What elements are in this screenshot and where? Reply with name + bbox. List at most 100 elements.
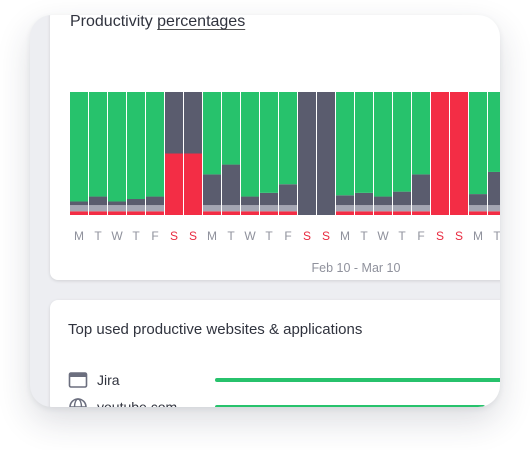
bar-segment-neutral-light[interactable] [355, 205, 373, 212]
app-row-jira[interactable]: Jira [68, 370, 120, 390]
bar-segment-neutral[interactable] [241, 196, 259, 206]
bar-segment-neutral-light[interactable] [279, 205, 297, 212]
bar-segment-neutral-light[interactable] [108, 205, 126, 212]
x-tick-label: T [360, 229, 368, 243]
bar-segment-neutral[interactable] [336, 195, 354, 206]
bar-segment-unproductive[interactable] [222, 211, 240, 215]
bar-segment-unproductive[interactable] [336, 211, 354, 215]
bar-segment-unproductive[interactable] [469, 211, 487, 215]
bar-segment-neutral[interactable] [355, 192, 373, 206]
bar-segment-unproductive[interactable] [127, 211, 145, 215]
x-tick-label: S [170, 229, 178, 243]
bar-segment-neutral[interactable] [279, 184, 297, 206]
bar-segment-unproductive[interactable] [146, 211, 164, 215]
bar-segment-productive[interactable] [488, 92, 500, 172]
browser-window-icon [68, 370, 88, 390]
bar-segment-neutral-light[interactable] [393, 205, 411, 212]
bar-segment-neutral[interactable] [146, 196, 164, 206]
bar-segment-neutral[interactable] [222, 164, 240, 206]
bar-segment-unproductive[interactable] [412, 211, 430, 215]
bar-segment-neutral[interactable] [203, 174, 221, 206]
bar-segment-productive[interactable] [146, 92, 164, 197]
app-usage-bar [215, 378, 500, 382]
bar-segment-productive[interactable] [355, 92, 373, 193]
bar-segment-unproductive[interactable] [488, 211, 500, 215]
bar-segment-unproductive[interactable] [279, 211, 297, 215]
x-tick-label: W [377, 229, 389, 243]
bar-segment-neutral-light[interactable] [469, 205, 487, 212]
bar-segment-neutral[interactable] [165, 92, 183, 154]
app-name: Jira [97, 372, 120, 388]
bar-segment-neutral-light[interactable] [488, 205, 500, 212]
bar-segment-productive[interactable] [374, 92, 392, 197]
globe-icon [68, 397, 88, 407]
bar-segment-productive[interactable] [203, 92, 221, 175]
bar-segment-neutral[interactable] [108, 201, 126, 206]
bar-segment-neutral[interactable] [412, 174, 430, 206]
bar-segment-productive[interactable] [336, 92, 354, 196]
bar-segment-unproductive[interactable] [203, 211, 221, 215]
bar-segment-productive[interactable] [412, 92, 430, 175]
bar-segment-unproductive[interactable] [165, 153, 183, 216]
bar-segment-neutral[interactable] [127, 199, 145, 206]
bar-segment-productive[interactable] [260, 92, 278, 193]
percentages-link[interactable]: percentages [157, 15, 246, 30]
bar-segment-unproductive[interactable] [184, 153, 202, 216]
bar-segment-unproductive[interactable] [260, 211, 278, 215]
bar-segment-neutral[interactable] [298, 92, 316, 215]
bar-segment-neutral-light[interactable] [127, 205, 145, 212]
bar-segment-neutral-light[interactable] [222, 205, 240, 212]
bar-segment-neutral[interactable] [184, 92, 202, 154]
x-tick-label: S [322, 229, 330, 243]
x-tick-label: M [207, 229, 217, 243]
bar-segment-neutral-light[interactable] [336, 205, 354, 212]
bar-segment-neutral[interactable] [89, 196, 107, 206]
bar-segment-neutral-light[interactable] [374, 205, 392, 212]
x-tick-label: M [340, 229, 350, 243]
bar-segment-unproductive[interactable] [108, 211, 126, 215]
bar-segment-neutral-light[interactable] [70, 205, 88, 212]
bar-segment-productive[interactable] [70, 92, 88, 202]
x-tick-label: S [436, 229, 444, 243]
x-tick-label: W [111, 229, 123, 243]
bar-segment-neutral[interactable] [469, 194, 487, 206]
bar-segment-productive[interactable] [127, 92, 145, 200]
x-tick-label: T [94, 229, 102, 243]
bar-segment-unproductive[interactable] [70, 211, 88, 215]
bar-segment-neutral[interactable] [488, 171, 500, 206]
top-apps-title: Top used productive websites & applicati… [68, 321, 363, 338]
bar-segment-neutral[interactable] [317, 92, 335, 215]
bar-segment-productive[interactable] [241, 92, 259, 197]
productivity-title: Productivity percentages [70, 15, 245, 31]
bar-segment-neutral[interactable] [70, 201, 88, 206]
x-tick-label: T [398, 229, 406, 243]
bar-segment-neutral-light[interactable] [89, 205, 107, 212]
bar-segment-neutral-light[interactable] [146, 205, 164, 212]
bar-segment-neutral-light[interactable] [260, 205, 278, 212]
x-tick-label: F [417, 229, 424, 243]
bar-segment-neutral[interactable] [260, 192, 278, 206]
bar-segment-neutral-light[interactable] [241, 205, 259, 212]
x-tick-label: T [265, 229, 273, 243]
bar-segment-productive[interactable] [89, 92, 107, 197]
bar-segment-productive[interactable] [469, 92, 487, 195]
bar-segment-unproductive[interactable] [89, 211, 107, 215]
bar-segment-unproductive[interactable] [393, 211, 411, 215]
bar-segment-productive[interactable] [393, 92, 411, 192]
app-row-youtube[interactable]: youtube.com [68, 397, 177, 407]
bar-segment-unproductive[interactable] [450, 92, 468, 215]
bar-segment-unproductive[interactable] [241, 211, 259, 215]
bar-segment-neutral[interactable] [374, 196, 392, 206]
date-range-label: Feb 10 - Mar 10 [312, 261, 401, 275]
bar-segment-productive[interactable] [222, 92, 240, 165]
x-tick-label: S [455, 229, 463, 243]
bar-segment-unproductive[interactable] [374, 211, 392, 215]
bar-segment-productive[interactable] [279, 92, 297, 185]
bar-segment-neutral-light[interactable] [203, 205, 221, 212]
bar-segment-productive[interactable] [108, 92, 126, 202]
bar-segment-unproductive[interactable] [355, 211, 373, 215]
bar-segment-unproductive[interactable] [431, 92, 449, 215]
bar-segment-neutral[interactable] [393, 191, 411, 206]
bar-segment-neutral-light[interactable] [412, 205, 430, 212]
